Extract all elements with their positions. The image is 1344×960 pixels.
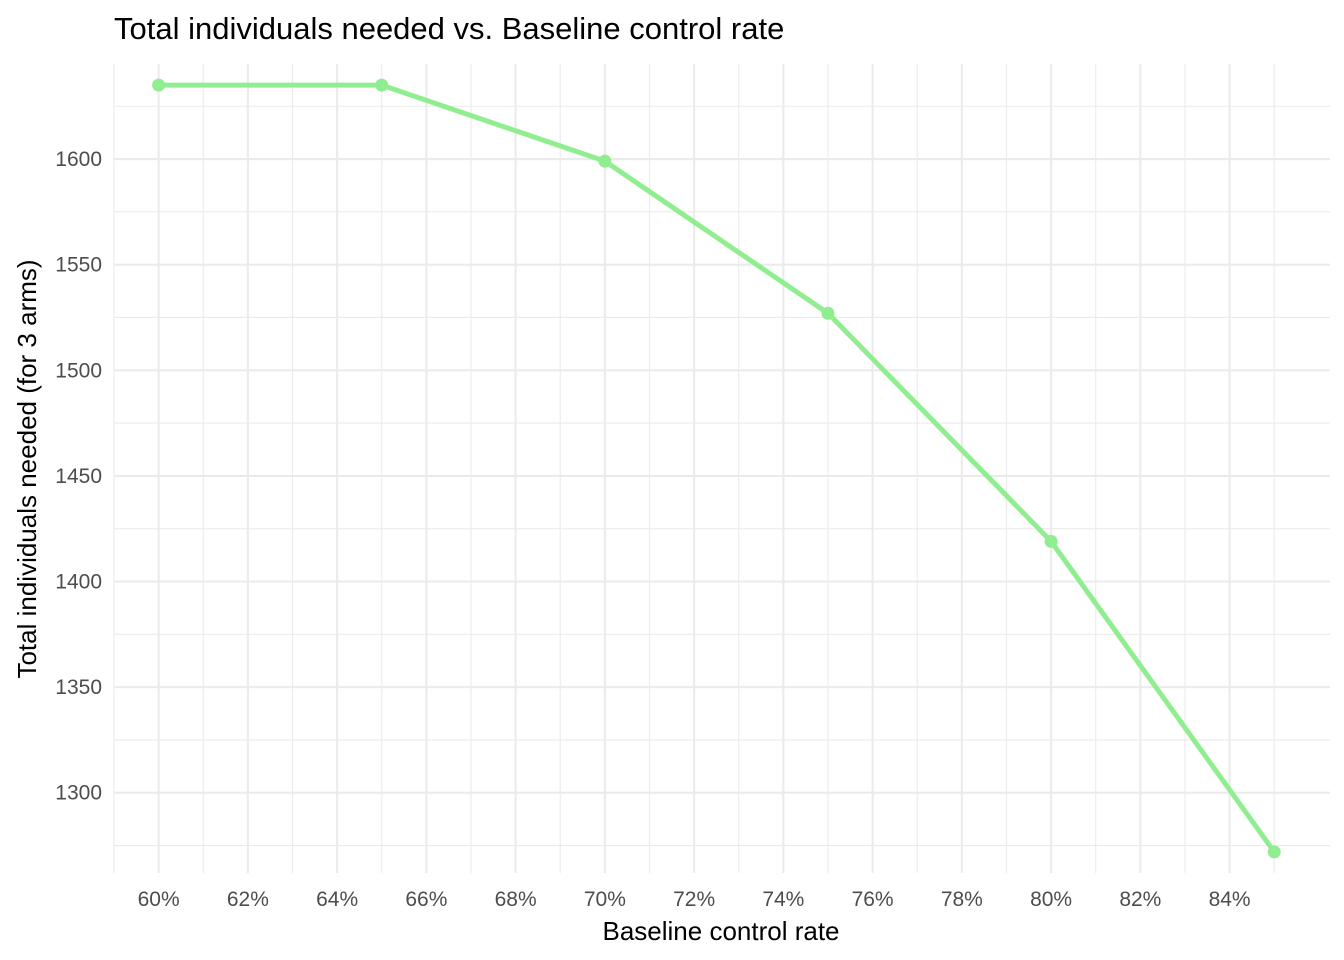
x-axis-title: Baseline control rate xyxy=(602,916,839,946)
x-tick-label: 62% xyxy=(227,888,269,911)
y-axis-tick-labels: 1300 1350 1400 1450 1500 1550 1600 xyxy=(55,148,102,805)
data-point xyxy=(375,78,389,92)
x-tick-label: 74% xyxy=(762,888,804,911)
x-tick-label: 66% xyxy=(405,888,447,911)
y-axis-title: Total individuals needed (for 3 arms) xyxy=(12,259,42,678)
data-point xyxy=(1044,534,1058,548)
data-point xyxy=(1267,845,1281,859)
x-tick-label: 80% xyxy=(1030,888,1072,911)
x-tick-label: 82% xyxy=(1119,888,1161,911)
chart-title: Total individuals needed vs. Baseline co… xyxy=(114,11,784,46)
y-tick-label: 1500 xyxy=(55,359,102,382)
x-tick-label: 76% xyxy=(852,888,894,911)
y-tick-label: 1300 xyxy=(55,782,102,805)
major-gridlines xyxy=(114,64,1330,873)
x-tick-label: 64% xyxy=(316,888,358,911)
data-point xyxy=(598,154,612,168)
y-tick-label: 1350 xyxy=(55,676,102,699)
x-tick-label: 60% xyxy=(138,888,180,911)
x-tick-label: 72% xyxy=(673,888,715,911)
x-axis-tick-labels: 60% 62% 64% 66% 68% 70% 72% 74% 76% 78% 80% 82% 84% xyxy=(138,888,1251,911)
minor-gridlines xyxy=(113,64,1330,873)
y-tick-label: 1600 xyxy=(55,148,102,171)
x-tick-label: 70% xyxy=(584,888,626,911)
x-tick-label: 78% xyxy=(941,888,983,911)
series-layer xyxy=(152,78,1281,859)
x-tick-label: 68% xyxy=(495,888,537,911)
data-point xyxy=(821,306,835,320)
data-point xyxy=(152,78,166,92)
y-tick-label: 1450 xyxy=(55,465,102,488)
x-tick-label: 84% xyxy=(1209,888,1251,911)
series-line xyxy=(156,82,1277,855)
y-tick-label: 1550 xyxy=(55,254,102,277)
y-tick-label: 1400 xyxy=(55,571,102,594)
